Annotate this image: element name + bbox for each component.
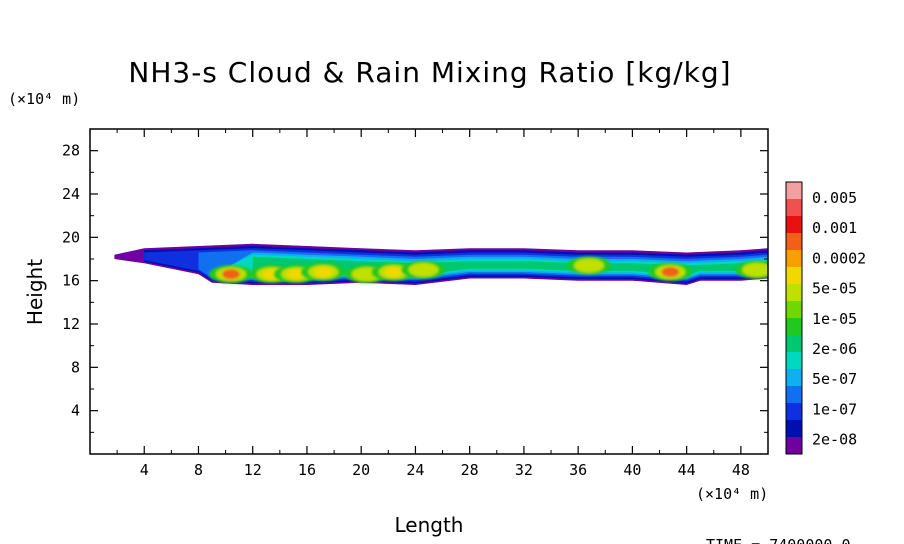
colorbar-label: 5e-07	[812, 370, 857, 388]
cloud-core-center	[748, 264, 767, 275]
cloud-core-center	[287, 269, 306, 280]
cloud-core-center	[414, 264, 433, 275]
x-axis-ticks: 4 8 12 16 20 24 28 32 36 40 44 48	[116, 129, 750, 479]
colorbar-label: 0.0002	[812, 249, 866, 267]
colorbar-swatch	[786, 199, 802, 217]
colorbar-swatch	[786, 369, 802, 387]
colorbar-swatch	[786, 182, 802, 200]
colorbar-swatch	[786, 420, 802, 438]
x-tick-label: 28	[461, 461, 479, 479]
cloud-core-center	[580, 260, 599, 271]
cloud-core-center	[384, 267, 403, 277]
colorbar-swatch	[786, 403, 802, 421]
time-label: TIME = 7400000.0	[706, 536, 851, 544]
colorbar-swatch	[786, 267, 802, 285]
colorbar-swatch	[786, 284, 802, 302]
colorbar-swatch	[786, 437, 802, 455]
y-axis-ticks: 4 8 12 16 20 24 28	[62, 142, 768, 433]
y-tick-label: 8	[71, 358, 80, 376]
x-tick-label: 20	[352, 461, 370, 479]
colorbar-swatch	[786, 386, 802, 404]
cloud-core-7	[567, 256, 612, 275]
x-tick-label: 32	[515, 461, 533, 479]
colorbar-swatch	[786, 335, 802, 353]
y-tick-label: 12	[62, 315, 80, 333]
x-tick-label: 12	[244, 461, 262, 479]
y-tick-label: 4	[71, 402, 80, 420]
y-axis-label: Height	[23, 259, 47, 325]
colorbar: 0.005 0.001 0.0002 5e-05 1e-05 2e-06 5e-07 1e-0…	[785, 181, 866, 455]
colorbar-label: 2e-08	[812, 431, 857, 449]
x-tick-label: 8	[194, 461, 203, 479]
x-tick-label: 40	[623, 461, 641, 479]
x-axis-label: Length	[395, 513, 464, 537]
chart-title: NH3-s Cloud & Rain Mixing Ratio [kg/kg]	[128, 56, 731, 89]
y-tick-label: 28	[62, 142, 80, 160]
cloud-core-0	[209, 265, 254, 284]
colorbar-swatch	[786, 301, 802, 319]
cloud-core-center	[314, 267, 333, 277]
colorbar-frame	[785, 181, 803, 455]
colorbar-swatch	[786, 233, 802, 251]
cloud-cores	[209, 256, 768, 284]
cloud-core-center	[661, 267, 680, 277]
x-tick-label: 48	[732, 461, 750, 479]
cloud-core-6	[401, 260, 446, 279]
colorbar-swatch	[786, 352, 802, 370]
cloud-core-3	[301, 263, 346, 281]
colorbar-label: 2e-06	[812, 340, 857, 358]
colorbar-swatch	[786, 216, 802, 234]
x-axis-unit: (×10⁴ m)	[696, 485, 768, 503]
plot-frame	[89, 128, 769, 455]
cloud-core-8	[648, 263, 693, 281]
x-tick-label: 36	[569, 461, 587, 479]
colorbar-label: 0.005	[812, 189, 857, 207]
y-tick-label: 20	[62, 228, 80, 246]
y-axis-unit: (×10⁴ m)	[8, 90, 80, 108]
x-tick-label: 44	[678, 461, 696, 479]
colorbar-swatch	[786, 318, 802, 336]
x-tick-label: 16	[298, 461, 316, 479]
colorbar-label: 5e-05	[812, 280, 857, 298]
x-tick-label: 24	[406, 461, 424, 479]
cloud-core-center	[357, 269, 376, 280]
colorbar-swatch	[786, 250, 802, 268]
y-tick-label: 24	[62, 185, 80, 203]
colorbar-label: 1e-07	[812, 400, 857, 418]
colorbar-label: 0.001	[812, 219, 857, 237]
colorbar-label: 1e-05	[812, 310, 857, 328]
y-tick-label: 16	[62, 272, 80, 290]
x-tick-label: 4	[140, 461, 149, 479]
cloud-core-9	[735, 260, 768, 279]
cloud-core-center	[222, 269, 241, 280]
